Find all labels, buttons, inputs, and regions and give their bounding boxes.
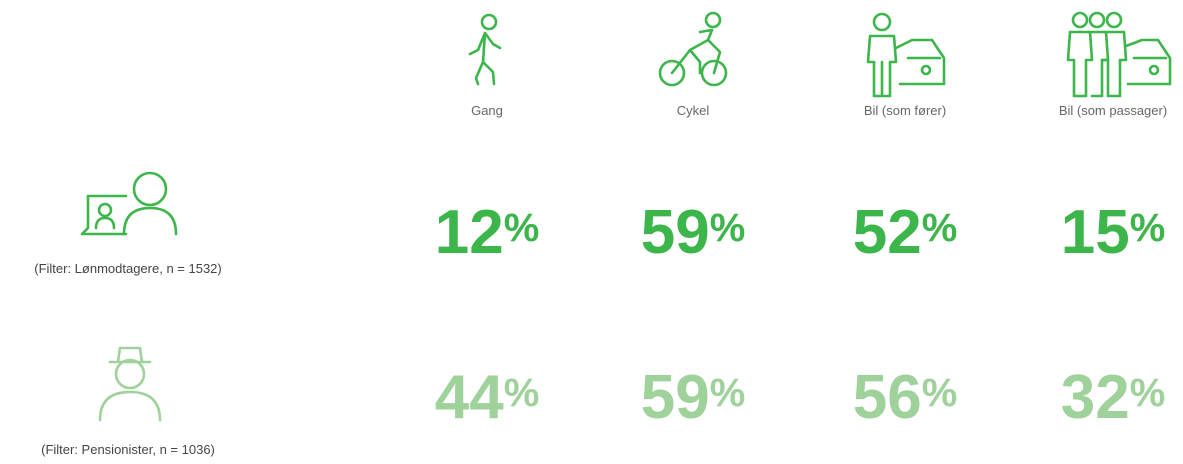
value-number: 15 — [1061, 198, 1130, 267]
value: 32% — [1061, 363, 1166, 432]
value: 59% — [641, 363, 746, 432]
value-unit: % — [1130, 206, 1166, 250]
row-label: (Filter: Lønmodtagere, n = 1532) — [34, 261, 222, 276]
value-unit: % — [504, 371, 540, 415]
value-unit: % — [710, 206, 746, 250]
column-label: Cykel — [677, 103, 710, 118]
pensioner-icon — [98, 346, 162, 422]
value: 52% — [853, 198, 958, 267]
value: 44% — [435, 363, 540, 432]
value-number: 56 — [853, 363, 922, 432]
value-unit: % — [1130, 371, 1166, 415]
value-unit: % — [710, 371, 746, 415]
value: 59% — [641, 198, 746, 267]
value-unit: % — [922, 206, 958, 250]
walk-icon — [468, 13, 502, 86]
value-number: 44 — [435, 363, 504, 432]
bike-icon — [658, 11, 728, 87]
value-unit: % — [504, 206, 540, 250]
driver-icon — [866, 12, 946, 98]
value: 12% — [435, 198, 540, 267]
column-label: Bil (som passager) — [1059, 103, 1167, 118]
value-number: 52 — [853, 198, 922, 267]
row-label: (Filter: Pensionister, n = 1036) — [41, 442, 215, 457]
passengers-icon — [1066, 11, 1172, 98]
column-label: Gang — [471, 103, 503, 118]
column-label: Bil (som fører) — [864, 103, 946, 118]
value: 15% — [1061, 198, 1166, 267]
value-number: 32 — [1061, 363, 1130, 432]
value-unit: % — [922, 371, 958, 415]
employee-icon — [80, 171, 178, 236]
value-number: 12 — [435, 198, 504, 267]
value-number: 59 — [641, 198, 710, 267]
value: 56% — [853, 363, 958, 432]
values: 12% 59% 52% 15%44% 59% 56% 32% — [435, 198, 1166, 432]
value-number: 59 — [641, 363, 710, 432]
